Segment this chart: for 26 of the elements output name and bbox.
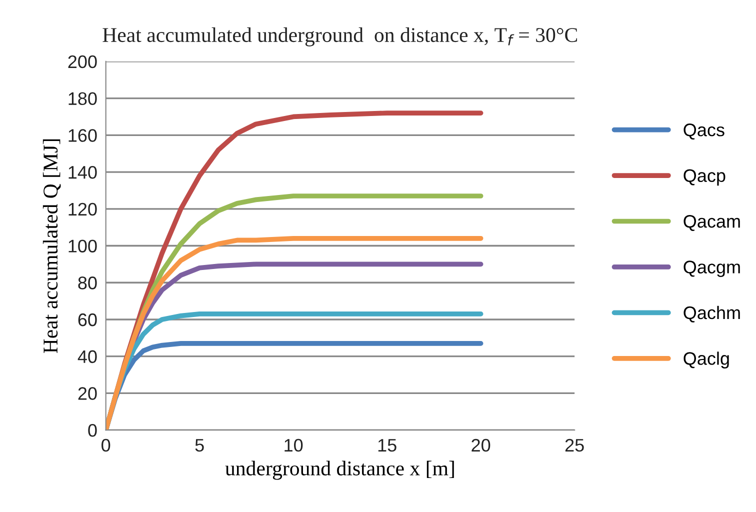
y-tick-label: 120 — [68, 202, 97, 216]
legend-label: Qaclg — [684, 352, 729, 368]
x-tick-label: 20 — [472, 438, 490, 452]
y-tick-label: 80 — [78, 276, 97, 290]
x-tick-label: 25 — [565, 438, 584, 452]
legend-label: Qacgm — [684, 260, 740, 278]
y-tick-label: 60 — [78, 313, 97, 326]
y-tick-label: 160 — [68, 129, 97, 142]
y-axis-title: Heat accumulated Q [MJ] — [42, 139, 61, 354]
y-tick-label: 100 — [68, 240, 97, 252]
y-tick-label: 40 — [78, 350, 97, 364]
x-tick-label: 10 — [284, 438, 303, 452]
y-tick-label: 200 — [68, 55, 97, 68]
y-tick-label: 20 — [78, 387, 97, 400]
legend-label: Qacp — [684, 169, 726, 186]
legend-label: Qacam — [684, 214, 740, 231]
legend-label: Qacs — [684, 124, 724, 140]
x-tick-label: 15 — [378, 439, 396, 452]
y-tick-label: 180 — [68, 92, 97, 106]
x-axis-title: underground distance x [m] — [225, 460, 454, 480]
y-tick-label: 0 — [88, 424, 97, 437]
x-tick-label: 0 — [102, 438, 110, 452]
x-tick-label: 5 — [195, 439, 204, 452]
legend-label: Qachm — [684, 306, 740, 322]
y-tick-label: 140 — [68, 166, 97, 179]
chart-title: Heat accumulated underground on distance x, T$_{f}$ = 30°C — [102, 27, 578, 46]
